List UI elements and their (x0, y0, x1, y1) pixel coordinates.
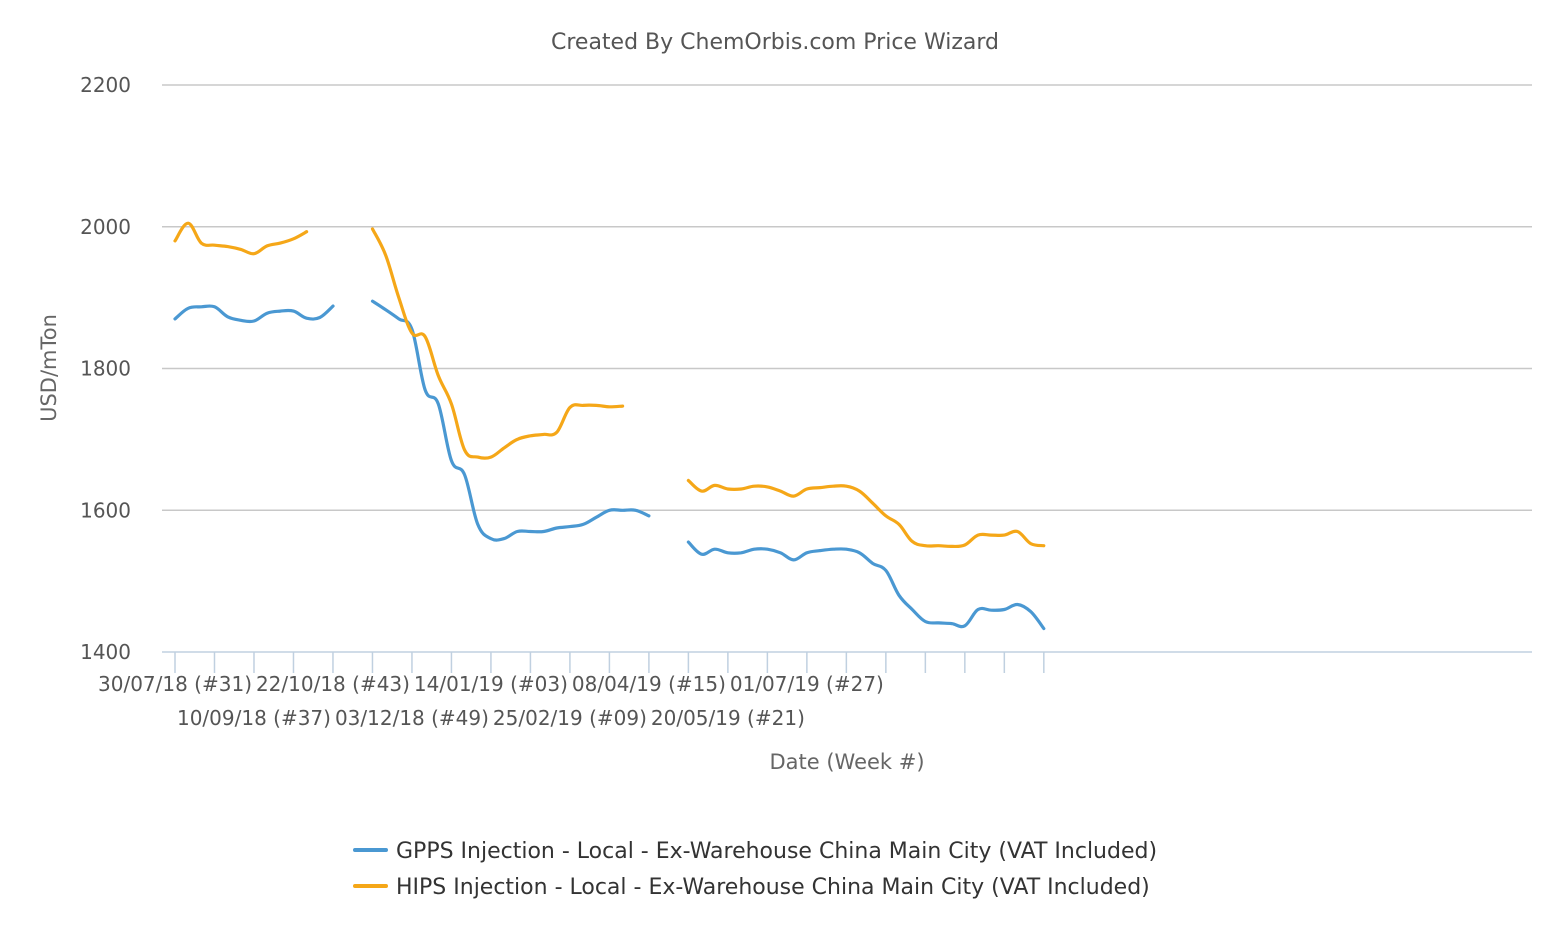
y-tick-label: 1800 (80, 357, 131, 381)
legend[interactable]: GPPS Injection - Local - Ex-Warehouse Ch… (353, 839, 1157, 900)
legend-item[interactable]: GPPS Injection - Local - Ex-Warehouse Ch… (353, 839, 1157, 864)
series-line-gpps (686, 540, 1046, 631)
x-tick-label: 08/04/19 (#15) (572, 672, 726, 696)
x-tick-label: 01/07/19 (#27) (730, 672, 884, 696)
legend-label: HIPS Injection - Local - Ex-Warehouse Ch… (396, 875, 1150, 900)
series-line-hips (686, 478, 1046, 549)
x-tick-label: 25/02/19 (#09) (493, 706, 647, 730)
legend-item[interactable]: HIPS Injection - Local - Ex-Warehouse Ch… (353, 875, 1150, 900)
x-tick-label: 22/10/18 (#43) (256, 672, 410, 696)
x-axis-label: Date (Week #) (769, 750, 924, 774)
y-tick-label: 1400 (80, 640, 131, 664)
x-tick-label: 30/07/18 (#31) (98, 672, 252, 696)
x-tick-label: 10/09/18 (#37) (177, 706, 331, 730)
chart-title: Created By ChemOrbis.com Price Wizard (551, 30, 999, 55)
gridlines (162, 84, 1532, 511)
series-line-hips (370, 227, 625, 460)
series-line-gpps (370, 299, 651, 542)
y-tick-label: 1600 (80, 498, 131, 522)
y-axis-label: USD/mTon (37, 314, 61, 422)
y-axis-ticks: 1400 1600 1800 2000 2200 (80, 73, 131, 664)
y-tick-label: 2200 (80, 73, 131, 97)
series-lines (173, 221, 1046, 631)
series-line-hips (173, 221, 309, 256)
y-tick-label: 2000 (80, 215, 131, 239)
x-tick-label: 20/05/19 (#21) (651, 706, 805, 730)
x-tick-label: 14/01/19 (#03) (414, 672, 568, 696)
x-axis-ticks: 30/07/18 (#31) 10/09/18 (#37) 22/10/18 (#4… (98, 652, 1045, 730)
legend-label: GPPS Injection - Local - Ex-Warehouse Ch… (396, 839, 1157, 864)
x-tick-label: 03/12/18 (#49) (335, 706, 489, 730)
series-line-gpps (173, 304, 335, 324)
